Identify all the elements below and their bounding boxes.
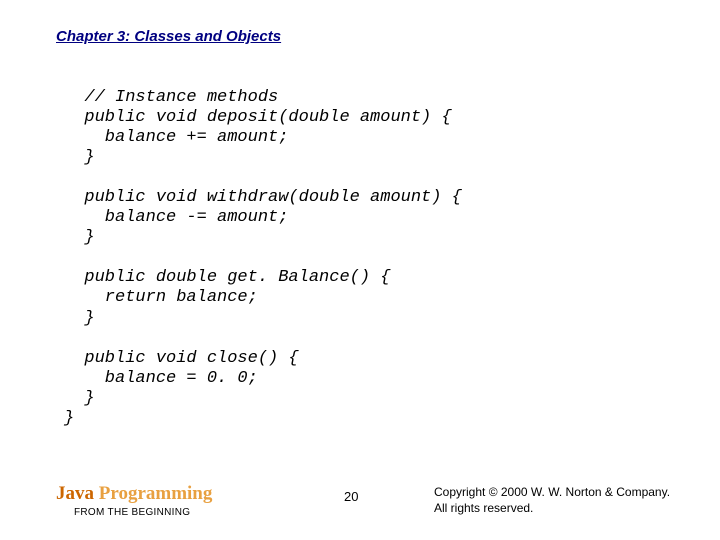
- footer-book-title: Java Programming FROM THE BEGINNING: [56, 483, 212, 518]
- code-block: // Instance methods public void deposit(…: [64, 88, 462, 429]
- book-subtitle: FROM THE BEGINNING: [74, 507, 212, 518]
- page-number: 20: [344, 489, 358, 504]
- code-line: }: [64, 309, 95, 328]
- code-line: balance -= amount;: [64, 208, 288, 227]
- copyright-line: Copyright © 2000 W. W. Norton & Company.: [434, 484, 670, 500]
- code-line: }: [64, 148, 95, 167]
- code-line: // Instance methods: [64, 88, 278, 107]
- code-line: }: [64, 389, 95, 408]
- code-line: balance = 0. 0;: [64, 369, 258, 388]
- code-line: }: [64, 409, 74, 428]
- book-title-java: Java: [56, 483, 99, 504]
- copyright: Copyright © 2000 W. W. Norton & Company.…: [434, 484, 670, 516]
- chapter-title: Chapter 3: Classes and Objects: [56, 28, 281, 45]
- book-title-programming: Programming: [99, 483, 213, 504]
- code-line: public void deposit(double amount) {: [64, 108, 452, 127]
- code-line: return balance;: [64, 288, 258, 307]
- code-line: public void close() {: [64, 349, 299, 368]
- book-title: Java Programming: [56, 483, 212, 505]
- code-line: public double get. Balance() {: [64, 268, 390, 287]
- code-line: }: [64, 228, 95, 247]
- code-line: balance += amount;: [64, 128, 288, 147]
- copyright-line: All rights reserved.: [434, 500, 670, 516]
- code-line: public void withdraw(double amount) {: [64, 188, 462, 207]
